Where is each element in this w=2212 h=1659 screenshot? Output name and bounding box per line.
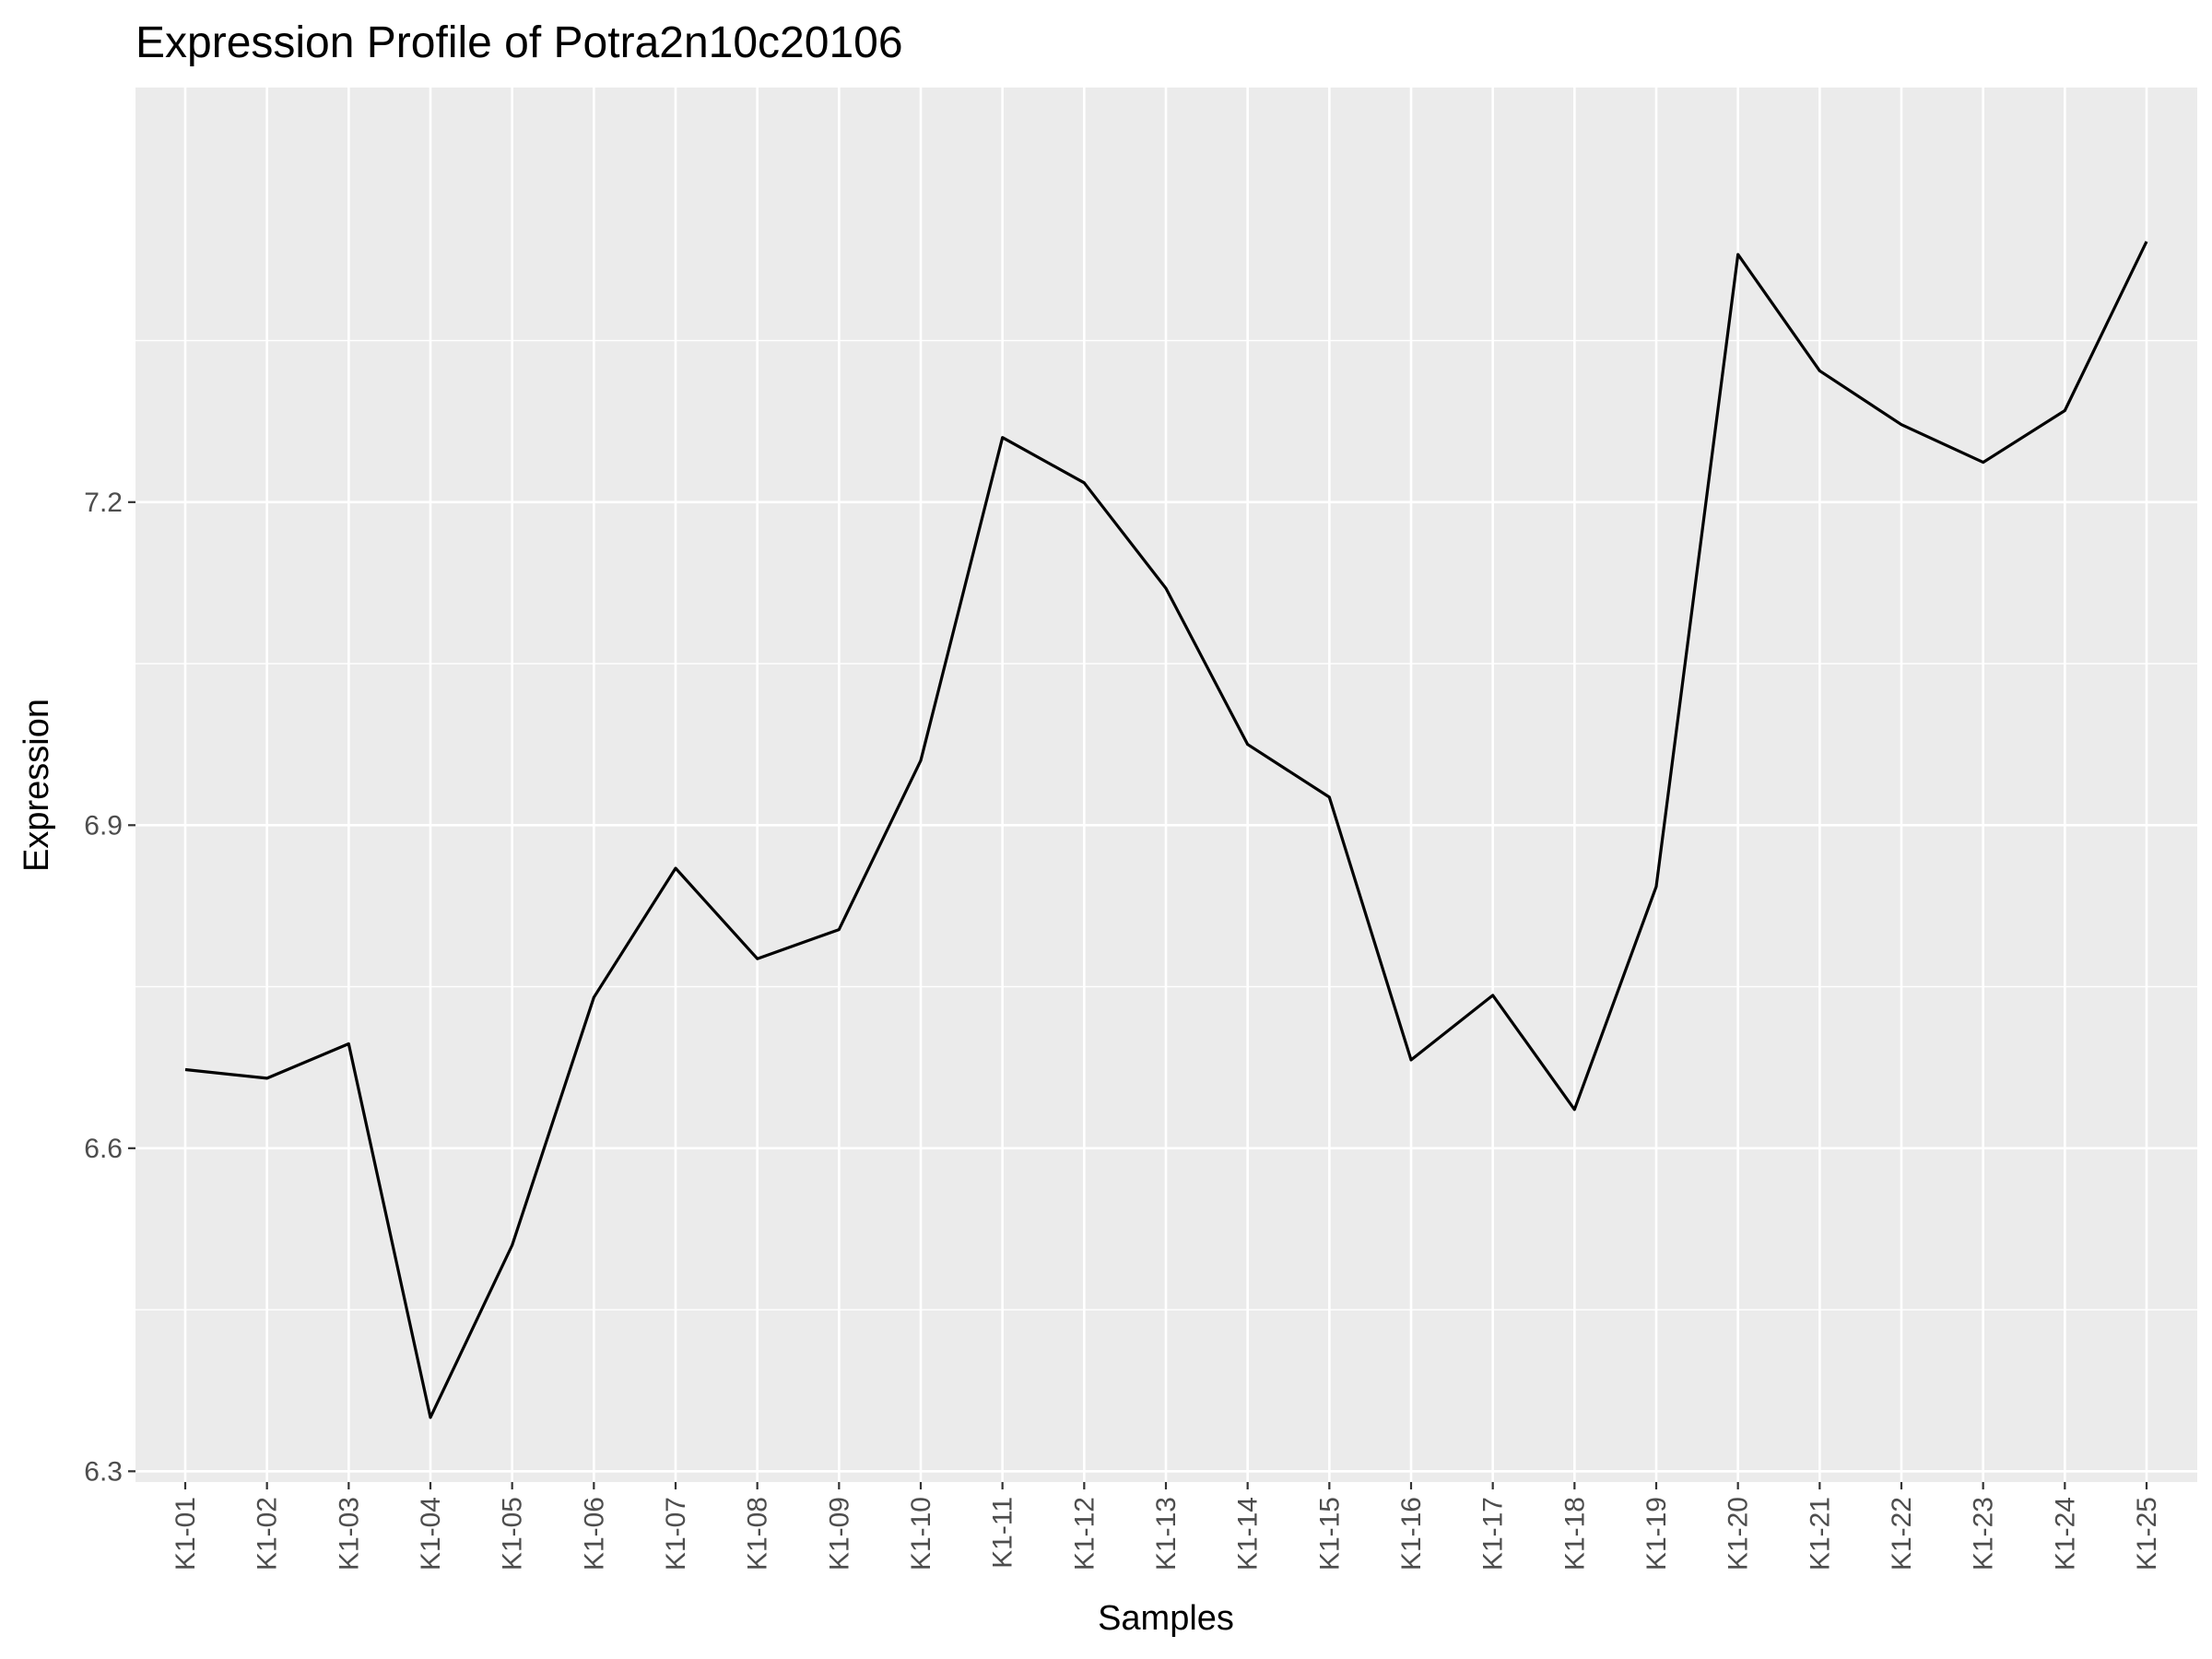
y-tick-label-3: 7.2 [84, 488, 123, 518]
grid-major-lines [135, 88, 2197, 1482]
x-tick-label-1: K1-02 [253, 1497, 283, 1571]
x-tick-label-16: K1-17 [1478, 1497, 1509, 1571]
x-tick-label-5: K1-06 [579, 1497, 609, 1571]
y-tick-label-0: 6.3 [84, 1456, 123, 1487]
y-axis: 6.3 6.6 6.9 7.2 [84, 488, 135, 1487]
x-tick-label-17: K1-18 [1559, 1497, 1590, 1571]
y-axis-title: Expression [18, 699, 56, 872]
x-tick-label-14: K1-15 [1314, 1497, 1345, 1571]
x-tick-label-20: K1-21 [1805, 1497, 1835, 1571]
x-tick-label-23: K1-24 [2050, 1497, 2080, 1571]
x-axis: K1-01 K1-02 K1-03 K1-04 K1-05 K1-06 K1-07 K1-08… [171, 1482, 2162, 1571]
x-tick-label-22: K1-23 [1969, 1497, 1999, 1571]
y-tick-label-1: 6.6 [84, 1134, 123, 1164]
chart-title: Expression Profile of Potra2n10c20106 [135, 18, 903, 67]
series-line [184, 241, 2148, 1419]
x-tick-label-7: K1-08 [743, 1497, 773, 1571]
x-tick-label-0: K1-01 [171, 1497, 201, 1571]
x-tick-label-12: K1-13 [1151, 1497, 1182, 1571]
x-axis-title: Samples [1098, 1599, 1234, 1638]
x-tick-label-13: K1-14 [1233, 1497, 1264, 1571]
x-tick-label-4: K1-05 [498, 1497, 528, 1571]
series-layer [184, 241, 2148, 1419]
x-tick-label-24: K1-25 [2132, 1497, 2162, 1571]
x-tick-label-9: K1-10 [906, 1497, 936, 1571]
x-tick-label-18: K1-19 [1641, 1497, 1672, 1571]
y-tick-label-2: 6.9 [84, 810, 123, 841]
x-tick-label-10: K1-11 [988, 1497, 1018, 1569]
x-tick-label-15: K1-16 [1396, 1497, 1427, 1571]
x-tick-label-11: K1-12 [1069, 1497, 1100, 1571]
x-tick-label-2: K1-03 [334, 1497, 364, 1571]
x-tick-label-6: K1-07 [661, 1497, 691, 1571]
x-tick-label-21: K1-22 [1887, 1497, 1917, 1571]
x-tick-label-8: K1-09 [824, 1497, 854, 1571]
x-tick-label-3: K1-04 [416, 1497, 446, 1571]
x-tick-label-19: K1-20 [1724, 1497, 1754, 1571]
